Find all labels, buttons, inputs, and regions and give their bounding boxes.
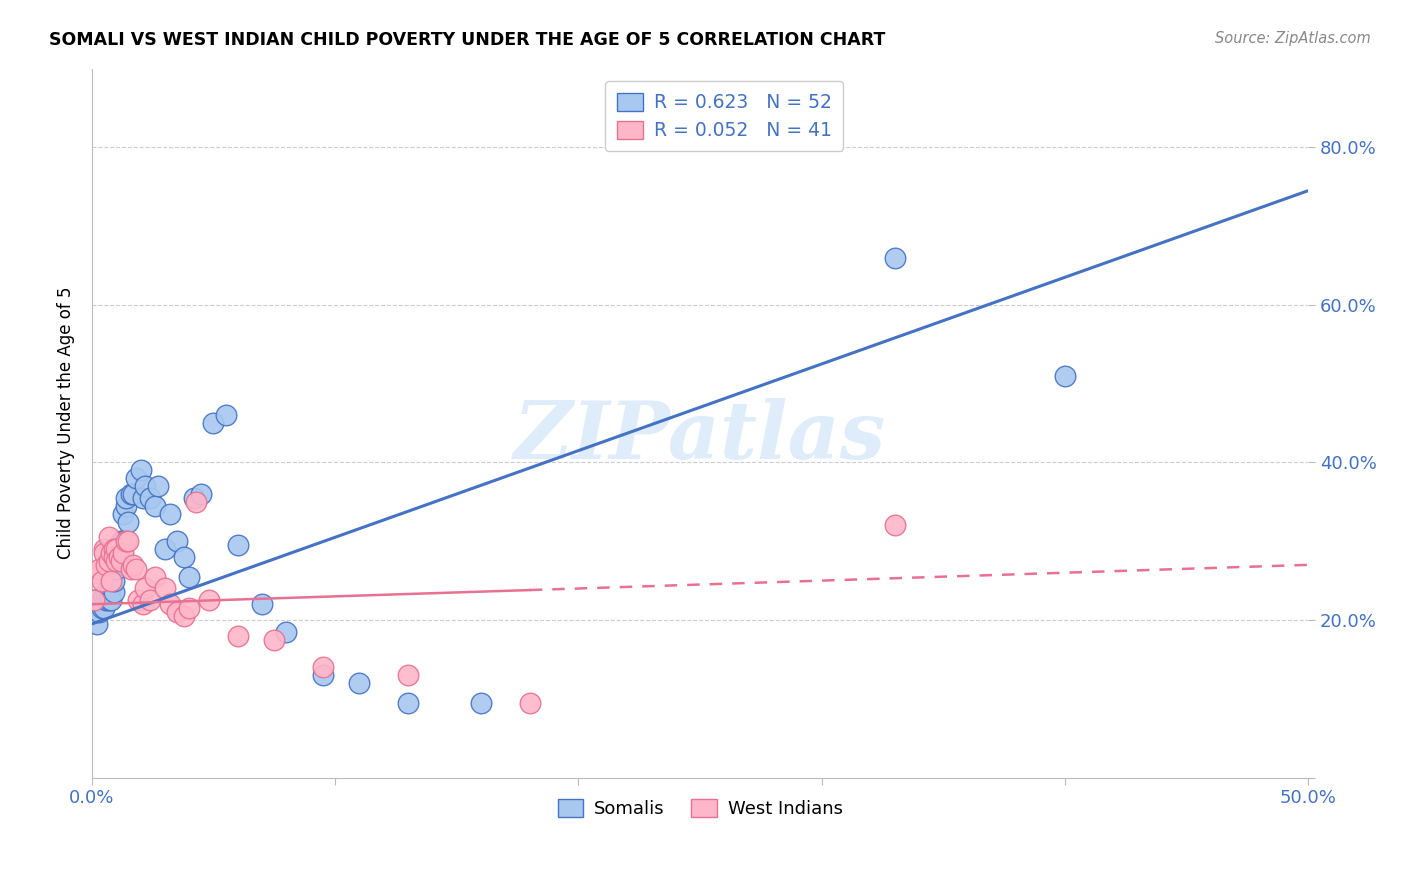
Point: [105, 554, 128, 568]
Point: [129, 463, 152, 477]
Point: [100, 582, 122, 596]
Point: [105, 558, 128, 572]
Point: [134, 479, 156, 493]
Point: [179, 569, 201, 583]
Point: [93, 542, 115, 557]
Point: [159, 597, 181, 611]
Point: [96, 558, 118, 572]
Point: [159, 507, 181, 521]
Point: [276, 624, 298, 639]
Point: [83, 593, 105, 607]
Point: [117, 534, 139, 549]
Point: [883, 518, 905, 533]
Point: [120, 562, 142, 576]
Point: [139, 593, 162, 607]
Point: [105, 562, 128, 576]
Point: [110, 554, 132, 568]
Text: SOMALI VS WEST INDIAN CHILD POVERTY UNDER THE AGE OF 5 CORRELATION CHART: SOMALI VS WEST INDIAN CHILD POVERTY UNDE…: [49, 31, 886, 49]
Point: [396, 668, 419, 682]
Text: ZIPatlas: ZIPatlas: [515, 399, 886, 476]
Point: [103, 574, 125, 588]
Point: [86, 566, 108, 580]
Point: [110, 534, 132, 549]
Point: [90, 601, 112, 615]
Point: [105, 542, 128, 557]
Point: [122, 487, 145, 501]
Point: [396, 696, 419, 710]
Point: [97, 593, 120, 607]
Point: [90, 593, 112, 607]
Point: [519, 696, 541, 710]
Point: [179, 601, 201, 615]
Point: [202, 416, 225, 430]
Point: [132, 491, 155, 505]
Point: [226, 629, 249, 643]
Point: [139, 491, 162, 505]
Point: [132, 597, 155, 611]
Point: [115, 491, 138, 505]
Point: [86, 616, 108, 631]
Point: [97, 585, 120, 599]
Point: [103, 542, 125, 557]
Point: [90, 574, 112, 588]
Point: [197, 593, 219, 607]
Point: [89, 562, 111, 576]
Point: [93, 590, 115, 604]
Point: [470, 696, 492, 710]
Point: [112, 546, 135, 560]
Point: [97, 530, 120, 544]
Point: [312, 660, 335, 674]
Point: [107, 542, 129, 557]
Point: [166, 605, 188, 619]
Point: [112, 507, 135, 521]
Point: [883, 251, 905, 265]
Point: [100, 574, 122, 588]
Point: [183, 491, 205, 505]
Point: [263, 632, 285, 647]
Point: [127, 593, 149, 607]
Point: [173, 609, 195, 624]
Point: [103, 585, 125, 599]
Point: [117, 515, 139, 529]
Point: [166, 534, 188, 549]
Point: [93, 601, 115, 615]
Point: [153, 542, 176, 557]
Point: [153, 582, 176, 596]
Point: [134, 582, 156, 596]
Point: [83, 593, 105, 607]
Point: [115, 534, 138, 549]
Point: [186, 495, 208, 509]
Point: [100, 593, 122, 607]
Point: [112, 534, 135, 549]
Y-axis label: Child Poverty Under the Age of 5: Child Poverty Under the Age of 5: [58, 287, 75, 559]
Point: [190, 487, 212, 501]
Point: [214, 408, 236, 422]
Point: [107, 549, 129, 564]
Point: [100, 546, 122, 560]
Point: [122, 558, 145, 572]
Point: [93, 546, 115, 560]
Point: [226, 538, 249, 552]
Text: Source: ZipAtlas.com: Source: ZipAtlas.com: [1215, 31, 1371, 46]
Point: [107, 549, 129, 564]
Point: [146, 479, 169, 493]
Point: [143, 569, 166, 583]
Point: [103, 549, 125, 564]
Point: [115, 499, 138, 513]
Point: [96, 593, 118, 607]
Point: [173, 549, 195, 564]
Point: [124, 562, 146, 576]
Point: [349, 676, 371, 690]
Point: [120, 487, 142, 501]
Point: [312, 668, 335, 682]
Point: [1053, 368, 1076, 383]
Legend: Somalis, West Indians: Somalis, West Indians: [550, 792, 849, 825]
Point: [143, 499, 166, 513]
Point: [96, 585, 118, 599]
Point: [97, 554, 120, 568]
Point: [250, 597, 273, 611]
Point: [89, 605, 111, 619]
Point: [124, 471, 146, 485]
